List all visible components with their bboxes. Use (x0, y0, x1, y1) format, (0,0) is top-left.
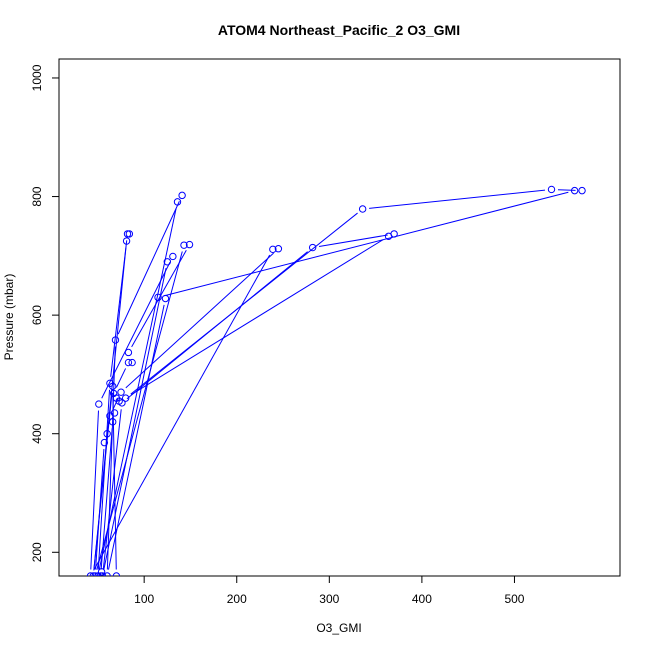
data-point (110, 409, 119, 417)
series-segment (130, 212, 358, 395)
series-segment (97, 389, 111, 570)
series-segment (98, 208, 177, 570)
data-point (161, 294, 170, 303)
data-point (122, 237, 131, 245)
y-tick-label: 200 (30, 542, 44, 562)
x-axis-label: O3_GMI (316, 621, 361, 635)
data-point (94, 572, 102, 576)
y-tick-label: 600 (30, 305, 44, 325)
data-point (89, 572, 97, 576)
data-point (121, 394, 130, 402)
series-segment (131, 249, 187, 348)
data-point (578, 186, 586, 195)
series-segment (90, 410, 99, 570)
data-point (100, 438, 109, 447)
data-point (103, 572, 111, 576)
data-point (124, 358, 133, 367)
series-segment (115, 368, 127, 388)
series-segment (117, 201, 180, 335)
x-tick-label: 300 (319, 592, 339, 606)
data-point (384, 232, 393, 240)
data-point (98, 572, 107, 576)
data-point (95, 400, 103, 408)
data-point (154, 293, 162, 302)
data-point (128, 358, 136, 367)
series-0 (86, 185, 586, 576)
y-axis: 200 400 600 800 1000 (30, 64, 60, 562)
series-layer (86, 185, 586, 576)
data-point (269, 245, 277, 254)
series-segment (318, 234, 388, 247)
series-segment (557, 189, 576, 191)
data-point (163, 258, 172, 266)
x-axis: 100 200 300 400 500 (134, 575, 525, 606)
y-tick-label: 400 (30, 423, 44, 443)
x-tick-label: 200 (227, 592, 247, 606)
y-tick-label: 800 (30, 186, 44, 206)
data-point (274, 245, 283, 253)
data-point (358, 205, 367, 213)
series-segment (101, 262, 171, 399)
series-segment (102, 409, 122, 570)
data-point (124, 348, 133, 357)
data-point (106, 412, 114, 420)
series-segment (130, 239, 384, 396)
y-axis-label: Pressure (mbar) (2, 274, 16, 361)
series-segment (125, 252, 274, 389)
data-point (169, 252, 177, 261)
series-segment (112, 392, 117, 570)
y-tick-label: 1000 (30, 64, 44, 91)
series-segment (164, 191, 569, 297)
data-point (178, 191, 186, 200)
data-point (308, 243, 317, 252)
data-point (185, 240, 194, 249)
x-tick-label: 500 (504, 592, 524, 606)
x-tick-label: 100 (134, 592, 154, 606)
data-point (173, 198, 182, 206)
data-point (103, 430, 111, 438)
data-point (180, 241, 188, 249)
series-segment (93, 254, 271, 571)
series-segment (103, 268, 167, 570)
data-point (118, 399, 126, 407)
data-point (108, 382, 117, 390)
plot-frame (58, 58, 621, 577)
data-point (547, 185, 556, 194)
data-point (108, 418, 117, 426)
x-tick-label: 400 (412, 592, 432, 606)
series-segment (107, 304, 165, 570)
data-point (125, 230, 134, 238)
data-point (112, 572, 121, 576)
data-point (570, 186, 579, 195)
data-point (111, 336, 120, 344)
data-point (97, 568, 106, 576)
series-segment (369, 189, 546, 209)
series-segment (96, 251, 183, 570)
data-point (117, 388, 125, 396)
data-point (109, 389, 118, 398)
data-point (86, 572, 95, 576)
chart-title: ATOM4 Northeast_Pacific_2 O3_GMI (218, 22, 460, 38)
